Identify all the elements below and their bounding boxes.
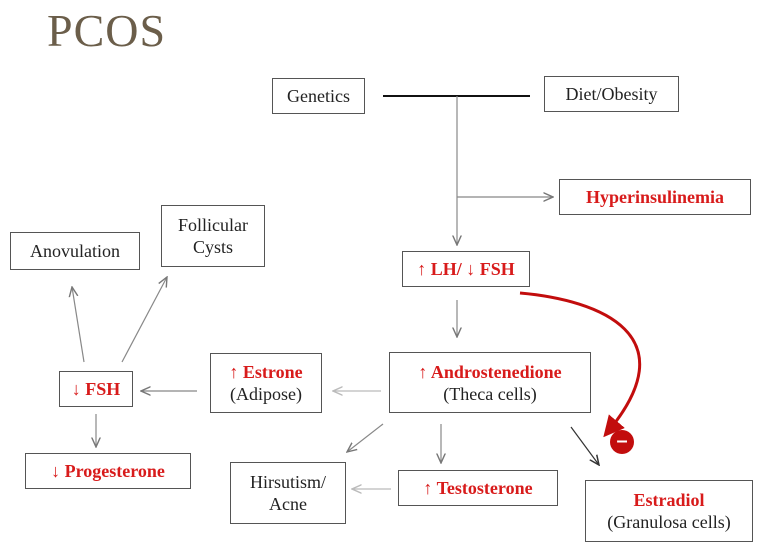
inhibition-curve-arrow: [519, 291, 642, 438]
node-testosterone: ↑ Testosterone: [398, 470, 558, 506]
node-follicular-cysts-line1: Follicular: [178, 215, 248, 235]
node-fsh-low: ↓ FSH: [59, 371, 133, 407]
node-diet-obesity-label: Diet/Obesity: [565, 84, 658, 104]
node-anovulation: Anovulation: [10, 232, 140, 270]
node-testosterone-label: ↑ Testosterone: [423, 478, 533, 498]
inhibition-badge-icon: –: [610, 430, 634, 454]
androstenedione-to-estradiol-arrow: [570, 426, 599, 465]
node-androstenedione-label: ↑ Androstenedione: [418, 361, 562, 382]
page-title: PCOS: [47, 5, 167, 56]
node-fsh-low-label: ↓ FSH: [71, 379, 121, 399]
node-hirsutism-line1: Hirsutism/: [249, 472, 326, 492]
node-progesterone: ↓ Progesterone: [25, 453, 191, 489]
node-follicular-cysts-line2: Cysts: [192, 237, 234, 257]
node-anovulation-label: Anovulation: [30, 241, 120, 261]
node-diet-obesity: Diet/Obesity: [544, 76, 679, 112]
node-hirsutism-acne: Hirsutism/ Acne: [230, 462, 346, 524]
fsh-to-cysts-arrow: [121, 277, 167, 363]
node-progesterone-label: ↓ Progesterone: [51, 461, 165, 481]
node-androstenedione-sub: (Theca cells): [443, 383, 537, 404]
node-genetics-label: Genetics: [287, 86, 350, 106]
androstenedione-to-hirsutism-arrow: [347, 423, 384, 452]
node-androstenedione: ↑ Androstenedione (Theca cells): [389, 352, 591, 413]
fsh-to-anovulation-arrow: [72, 287, 85, 363]
node-follicular-cysts: Follicular Cysts: [161, 205, 265, 267]
node-estrone: ↑ Estrone (Adipose): [210, 353, 322, 413]
node-estrone-sub: (Adipose): [230, 384, 302, 404]
node-genetics: Genetics: [272, 78, 365, 114]
node-estradiol-label: Estradiol: [633, 490, 705, 510]
node-estradiol: Estradiol (Granulosa cells): [585, 480, 753, 542]
node-lh-fsh-label: ↑ LH/ ↓ FSH: [417, 259, 515, 279]
node-hyperinsulinemia: Hyperinsulinemia: [559, 179, 751, 215]
node-hyperinsulinemia-label: Hyperinsulinemia: [585, 187, 724, 207]
node-lh-fsh: ↑ LH/ ↓ FSH: [402, 251, 530, 287]
node-estradiol-sub: (Granulosa cells): [607, 512, 731, 532]
node-hirsutism-line2: Acne: [269, 494, 307, 514]
node-estrone-label: ↑ Estrone: [229, 362, 303, 382]
